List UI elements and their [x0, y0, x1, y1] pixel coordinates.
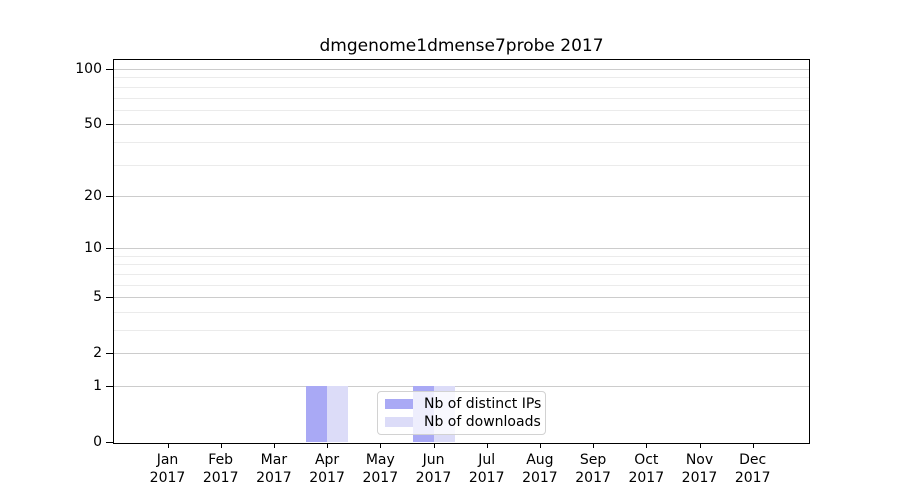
x-tick-mark — [220, 443, 222, 448]
y-tick-mark — [106, 353, 113, 355]
gridline-minor — [114, 97, 809, 99]
x-tick-label: Aug 2017 — [522, 452, 558, 486]
x-tick-mark — [380, 443, 382, 448]
gridline-minor — [114, 284, 809, 286]
legend-row-downloads: Nb of downloads — [385, 414, 541, 430]
x-tick-label: Jul 2017 — [468, 452, 505, 486]
x-tick-mark — [752, 443, 754, 448]
x-tick-label: Nov 2017 — [681, 452, 718, 486]
y-tick-label: 100 — [75, 61, 102, 78]
x-tick-mark — [273, 443, 276, 448]
y-tick-label: 0 — [93, 434, 102, 450]
y-tick-label: 1 — [93, 377, 102, 394]
gridline-major — [114, 297, 809, 299]
bar-downloads-apr — [327, 385, 349, 442]
y-tick-label: 2 — [93, 345, 102, 362]
x-tick-label: Jan 2017 — [149, 452, 186, 486]
bar-distinct-ips-apr — [306, 385, 328, 442]
x-tick-mark — [539, 443, 542, 448]
x-tick-label: May 2017 — [362, 452, 399, 486]
gridline-major — [114, 385, 809, 387]
x-tick-label: Feb 2017 — [202, 452, 239, 486]
x-tick-mark — [646, 443, 648, 448]
x-tick-label: Jun 2017 — [415, 452, 452, 486]
y-tick-label: 50 — [84, 116, 102, 133]
y-tick-mark — [106, 124, 113, 126]
y-tick-mark — [106, 69, 113, 71]
y-tick-mark — [106, 248, 113, 250]
x-tick-mark — [433, 443, 435, 448]
gridline-minor — [114, 164, 809, 166]
y-tick-mark — [106, 442, 113, 444]
x-tick-label: Sep 2017 — [575, 452, 611, 486]
x-tick-label: Apr 2017 — [309, 452, 345, 486]
legend-label-downloads: Nb of downloads — [424, 414, 541, 430]
gridline-major — [114, 195, 809, 197]
legend-swatch-downloads — [385, 417, 413, 427]
x-tick-label: Mar 2017 — [256, 452, 292, 486]
gridline-minor — [114, 109, 809, 111]
gridline-major — [114, 248, 809, 250]
x-tick-mark — [486, 443, 488, 448]
x-tick-label: Dec 2017 — [734, 452, 771, 486]
y-tick-label: 10 — [84, 240, 102, 257]
chart-title: dmgenome1dmense7probe 2017 — [319, 36, 604, 56]
gridline-minor — [114, 255, 809, 257]
y-tick-mark — [106, 297, 113, 299]
legend-swatch-distinct-ips — [385, 399, 413, 409]
gridline-major — [114, 353, 809, 355]
gridline-minor — [114, 86, 809, 88]
x-tick-mark — [699, 443, 701, 448]
x-tick-mark — [327, 443, 329, 448]
y-tick-mark — [106, 195, 113, 198]
gridline-minor — [114, 77, 809, 79]
x-tick-label: Oct 2017 — [628, 452, 665, 486]
gridline-minor — [114, 141, 809, 143]
legend-label-distinct-ips: Nb of distinct IPs — [424, 396, 542, 412]
gridline-major — [114, 69, 809, 71]
y-tick-label: 20 — [84, 187, 102, 204]
gridline-minor — [114, 311, 809, 313]
gridline-minor — [114, 264, 809, 266]
legend: Nb of distinct IPs Nb of downloads — [377, 391, 546, 435]
x-tick-mark — [167, 443, 169, 448]
y-tick-label: 5 — [93, 289, 102, 306]
x-tick-mark — [593, 443, 595, 448]
plot-area — [113, 59, 810, 444]
gridline-minor — [114, 273, 809, 275]
y-tick-mark — [106, 385, 113, 388]
gridline-major — [114, 124, 809, 126]
legend-row-distinct-ips: Nb of distinct IPs — [385, 396, 541, 412]
gridline-minor — [114, 329, 809, 331]
